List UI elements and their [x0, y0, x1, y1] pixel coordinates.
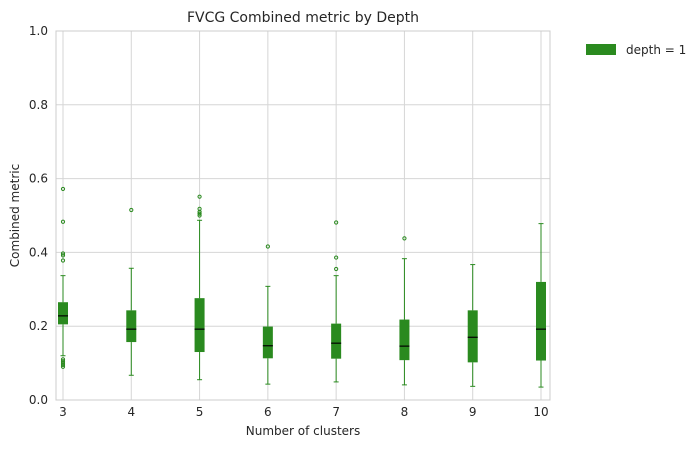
plot-area [56, 31, 550, 400]
outlier-point [60, 186, 66, 192]
x-tick-label: 3 [59, 405, 67, 419]
box-iqr [58, 302, 68, 325]
outlier-point [402, 236, 407, 241]
y-tick-label: 0.6 [29, 172, 48, 186]
x-tick-label: 8 [401, 405, 409, 419]
outlier-point [334, 255, 339, 260]
outlier-point [129, 207, 134, 213]
outlier-point [334, 266, 339, 272]
outlier-point [197, 194, 202, 199]
legend: depth = 1 [586, 43, 686, 57]
y-axis-label: Combined metric [8, 164, 22, 267]
box-iqr [536, 281, 546, 361]
box-group [126, 207, 137, 376]
x-tick-label: 9 [469, 405, 477, 419]
box-iqr [467, 310, 478, 363]
outlier-point [334, 220, 339, 225]
box-group [58, 186, 68, 369]
box-iqr [399, 319, 410, 361]
outlier-point [60, 251, 66, 256]
box-iqr [194, 298, 205, 353]
box-group [194, 194, 205, 381]
x-tick-label: 6 [264, 405, 272, 419]
box-iqr [262, 326, 273, 359]
box-iqr [126, 310, 137, 343]
y-tick-label: 1.0 [29, 24, 48, 38]
legend-label: depth = 1 [626, 43, 686, 57]
box-group [331, 220, 342, 383]
box-group [467, 264, 478, 387]
x-tick-label: 5 [196, 405, 204, 419]
x-tick-label: 10 [533, 405, 548, 419]
outlier-point [60, 219, 66, 224]
box-iqr [331, 323, 342, 359]
plot-frame [55, 30, 551, 401]
outlier-point [265, 244, 270, 249]
y-tick-label: 0.4 [29, 245, 48, 259]
outlier-point [197, 206, 202, 211]
chart-title: FVCG Combined metric by Depth [187, 10, 419, 26]
y-tick-label: 0.2 [29, 319, 48, 333]
box-group [262, 244, 273, 385]
outlier-point [60, 258, 66, 263]
box-group [399, 236, 410, 386]
x-tick-label: 4 [127, 405, 135, 419]
outlier-point [60, 357, 66, 362]
x-axis-label: Number of clusters [246, 424, 360, 438]
box-group [536, 223, 546, 388]
outlier-point [197, 211, 202, 216]
legend-swatch [586, 44, 616, 55]
outlier-point [60, 359, 66, 364]
y-tick-label: 0.8 [29, 98, 48, 112]
x-tick-label: 7 [332, 405, 340, 419]
y-tick-label: 0.0 [29, 393, 48, 407]
outlier-point [60, 253, 66, 258]
